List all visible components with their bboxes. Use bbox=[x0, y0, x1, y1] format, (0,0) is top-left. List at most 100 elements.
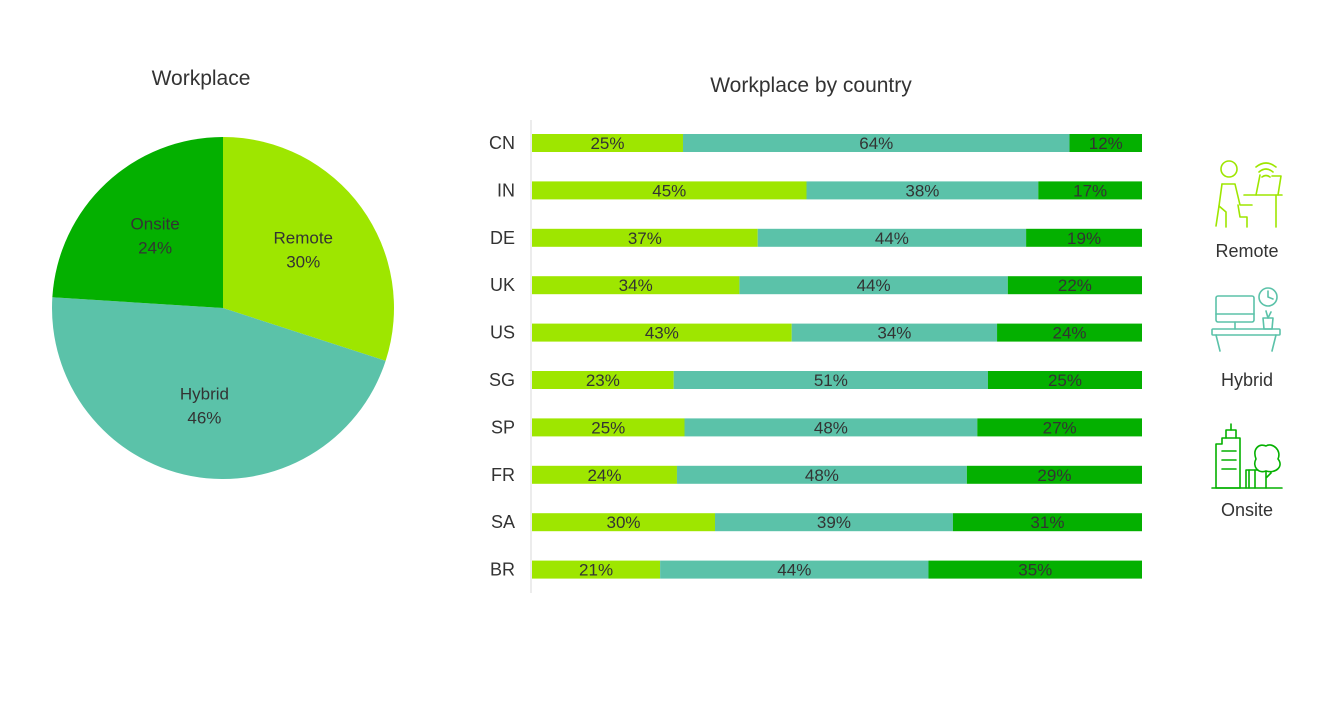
bar-row-us: US 43% 34% 24% bbox=[490, 323, 1142, 343]
bar-row-sa: SA 30% 39% 31% bbox=[491, 512, 1142, 532]
bar-row-in: IN 45% 38% 17% bbox=[497, 180, 1142, 200]
data-label-fr-onsite: 29% bbox=[1037, 466, 1071, 485]
bar-title: Workplace by country bbox=[710, 74, 912, 97]
category-label-uk: UK bbox=[490, 275, 515, 295]
pie-label-name-remote: Remote bbox=[273, 229, 333, 248]
remote-worker-icon bbox=[1215, 160, 1283, 228]
bar-segment-fr-onsite bbox=[966, 465, 1142, 484]
pie-chart: Workplace Remote 30% Hybrid 46% Onsite 24% bbox=[51, 67, 395, 479]
bar-segment-us-onsite bbox=[997, 323, 1142, 342]
bar-chart: Workplace by country CN 25% 64% 12% IN 45% 38%… bbox=[489, 74, 1142, 593]
bar-segment-in-hybrid bbox=[806, 181, 1039, 200]
data-label-sp-hybrid: 48% bbox=[814, 418, 848, 437]
bar-segment-de-remote bbox=[532, 228, 758, 247]
data-label-sp-remote: 25% bbox=[591, 418, 625, 437]
legend-label-remote: Remote bbox=[1215, 241, 1278, 261]
data-label-uk-onsite: 22% bbox=[1058, 276, 1092, 295]
data-label-in-onsite: 17% bbox=[1073, 181, 1107, 200]
hybrid-desk-icon bbox=[1211, 287, 1281, 352]
bar-segment-br-onsite bbox=[928, 560, 1142, 579]
pie-label-name-onsite: Onsite bbox=[131, 215, 180, 234]
data-label-sg-hybrid: 51% bbox=[814, 371, 848, 390]
bar-row-sp: SP 25% 48% 27% bbox=[491, 417, 1142, 437]
legend-label-onsite: Onsite bbox=[1221, 500, 1273, 520]
bar-segment-in-remote bbox=[532, 181, 807, 200]
legend-label-hybrid: Hybrid bbox=[1221, 370, 1273, 390]
pie-title: Workplace bbox=[152, 67, 251, 90]
data-label-sg-onsite: 25% bbox=[1048, 371, 1082, 390]
bar-segment-sp-hybrid bbox=[684, 418, 978, 437]
bar-segment-cn-remote bbox=[532, 134, 683, 152]
data-label-sp-onsite: 27% bbox=[1043, 418, 1077, 437]
data-label-sa-hybrid: 39% bbox=[817, 513, 851, 532]
data-label-us-onsite: 24% bbox=[1053, 324, 1087, 343]
bar-segment-us-hybrid bbox=[791, 323, 998, 342]
data-label-uk-hybrid: 44% bbox=[857, 276, 891, 295]
data-label-de-hybrid: 44% bbox=[875, 229, 909, 248]
bar-rows: CN 25% 64% 12% IN 45% 38% 17% DE 37% 44% 19% UK 34% 44… bbox=[489, 133, 1142, 580]
data-label-us-hybrid: 34% bbox=[877, 324, 911, 343]
category-label-fr: FR bbox=[491, 465, 515, 485]
pie-slices bbox=[51, 137, 395, 479]
bar-row-cn: CN 25% 64% 12% bbox=[489, 133, 1142, 153]
category-label-us: US bbox=[490, 323, 515, 343]
bar-segment-sa-onsite bbox=[952, 513, 1142, 532]
data-label-fr-remote: 24% bbox=[587, 466, 621, 485]
data-label-us-remote: 43% bbox=[645, 324, 679, 343]
bar-segment-sp-remote bbox=[532, 418, 685, 437]
bar-segment-uk-hybrid bbox=[739, 276, 1008, 295]
data-label-uk-remote: 34% bbox=[619, 276, 653, 295]
bar-segment-sp-onsite bbox=[977, 418, 1142, 437]
bar-segment-uk-remote bbox=[532, 276, 740, 295]
bar-segment-sa-hybrid bbox=[715, 513, 953, 532]
bar-segment-fr-hybrid bbox=[676, 465, 967, 484]
data-label-cn-remote: 25% bbox=[590, 134, 624, 153]
bar-segment-br-hybrid bbox=[660, 560, 929, 579]
bar-segment-cn-hybrid bbox=[682, 134, 1070, 152]
bar-segment-de-hybrid bbox=[757, 228, 1027, 247]
bar-row-de: DE 37% 44% 19% bbox=[490, 228, 1142, 248]
data-label-br-remote: 21% bbox=[579, 561, 613, 580]
category-label-br: BR bbox=[490, 560, 515, 580]
bar-row-fr: FR 24% 48% 29% bbox=[491, 465, 1142, 485]
category-label-cn: CN bbox=[489, 133, 515, 153]
bar-segment-uk-onsite bbox=[1007, 276, 1142, 295]
category-label-sa: SA bbox=[491, 512, 515, 532]
category-label-sp: SP bbox=[491, 417, 515, 437]
data-label-in-hybrid: 38% bbox=[905, 181, 939, 200]
data-label-sg-remote: 23% bbox=[586, 371, 620, 390]
pie-slice-onsite bbox=[52, 137, 223, 308]
bar-segment-de-onsite bbox=[1026, 228, 1142, 247]
data-label-br-hybrid: 44% bbox=[777, 561, 811, 580]
bar-segment-br-remote bbox=[532, 560, 661, 579]
pie-label-value-hybrid: 46% bbox=[187, 408, 221, 427]
bar-row-uk: UK 34% 44% 22% bbox=[490, 275, 1142, 295]
data-label-cn-onsite: 12% bbox=[1089, 134, 1123, 153]
data-label-sa-remote: 30% bbox=[606, 513, 640, 532]
pie-label-value-remote: 30% bbox=[286, 253, 320, 272]
data-label-de-onsite: 19% bbox=[1067, 229, 1101, 248]
data-label-de-remote: 37% bbox=[628, 229, 662, 248]
bar-segment-sg-remote bbox=[532, 371, 674, 389]
bar-segment-in-onsite bbox=[1038, 181, 1142, 200]
onsite-office-icon bbox=[1211, 423, 1283, 489]
bar-segment-fr-remote bbox=[532, 465, 677, 484]
pie-slice-remote bbox=[223, 137, 395, 361]
pie-labels: Remote 30% Hybrid 46% Onsite 24% bbox=[131, 215, 333, 428]
bar-segment-sg-onsite bbox=[987, 371, 1142, 389]
data-label-in-remote: 45% bbox=[652, 181, 686, 200]
data-label-sa-onsite: 31% bbox=[1030, 513, 1064, 532]
bar-segment-sa-remote bbox=[532, 513, 715, 532]
bar-segment-cn-onsite bbox=[1069, 134, 1142, 152]
legend: Remote Hybrid Onsite bbox=[1211, 160, 1283, 520]
category-label-in: IN bbox=[497, 180, 515, 200]
bar-segment-us-remote bbox=[532, 323, 792, 342]
category-label-de: DE bbox=[490, 228, 515, 248]
bar-row-sg: SG 23% 51% 25% bbox=[489, 370, 1142, 390]
data-label-cn-hybrid: 64% bbox=[859, 134, 893, 153]
pie-slice-hybrid bbox=[51, 297, 386, 479]
category-label-sg: SG bbox=[489, 370, 515, 390]
data-label-fr-hybrid: 48% bbox=[805, 466, 839, 485]
data-label-br-onsite: 35% bbox=[1018, 561, 1052, 580]
